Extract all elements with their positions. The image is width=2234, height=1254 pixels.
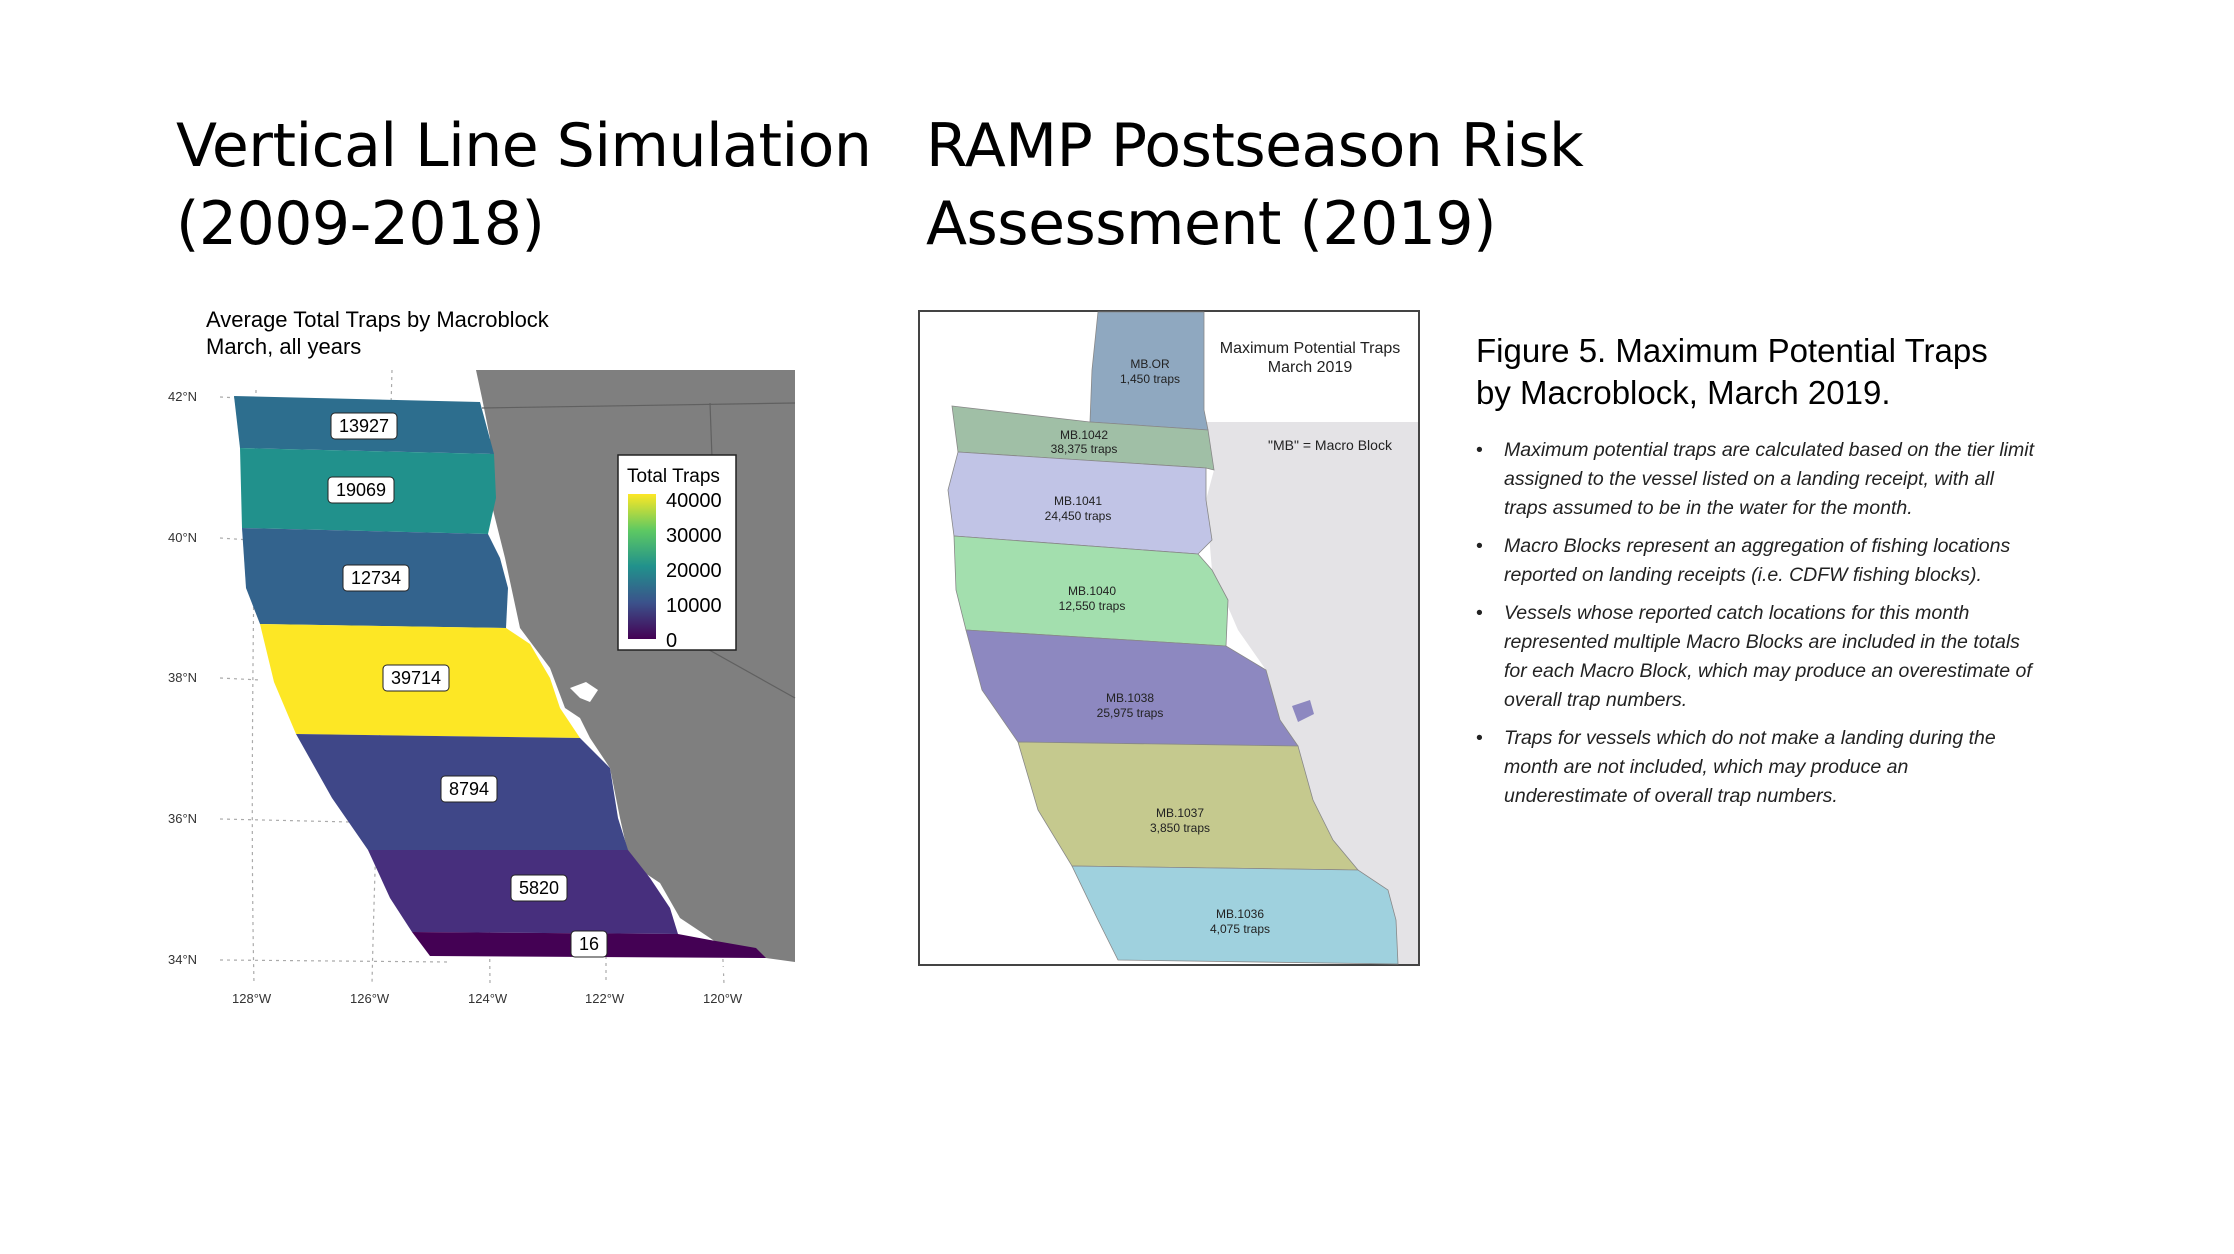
legend-tick-0: 0 xyxy=(666,630,677,652)
right-slide-title: RAMP Postseason Risk Assessment (2019) xyxy=(926,107,1584,263)
legend-tick-30000: 30000 xyxy=(666,525,722,547)
figure-caption: Figure 5. Maximum Potential Traps by Mac… xyxy=(1476,330,2036,820)
ramp-name-1038: MB.1038 xyxy=(1106,691,1154,705)
lat-label-38: 38°N xyxy=(168,670,197,685)
ramp-poly-1036 xyxy=(1071,865,1399,965)
caption-bullets: Maximum potential traps are calculated b… xyxy=(1476,436,2036,811)
legend-tick-20000: 20000 xyxy=(666,560,722,582)
left-slide-title: Vertical Line Simulation (2009-2018) xyxy=(176,107,872,263)
left-map-title: Average Total Traps by Macroblock xyxy=(206,307,550,332)
caption-title: Figure 5. Maximum Potential Traps by Mac… xyxy=(1476,330,2036,414)
legend-title: Total Traps xyxy=(627,466,720,487)
ramp-poly-1041 xyxy=(947,451,1213,555)
ramp-poly-or xyxy=(1089,311,1209,431)
ramp-traps-1041: 24,450 traps xyxy=(1045,509,1112,523)
axis-labels: 42°N 40°N 38°N 36°N 34°N 128°W 126°W 124… xyxy=(168,389,743,1006)
block-label-6: 5820 xyxy=(519,878,559,898)
lat-label-36: 36°N xyxy=(168,811,197,826)
ramp-name-1042: MB.1042 xyxy=(1060,428,1108,442)
block-label-3: 12734 xyxy=(351,568,401,588)
caption-title-line2: by Macroblock, March 2019. xyxy=(1476,374,1891,411)
average-traps-map: Average Total Traps by Macroblock March,… xyxy=(168,307,796,1006)
legend: Total Traps 40000 30000 20000 10000 0 xyxy=(617,454,737,652)
ramp-block-labels: MB.OR 1,450 traps MB.1042 38,375 traps M… xyxy=(1045,357,1270,936)
lon-label-122: 122°W xyxy=(585,991,625,1006)
caption-bullet-2: Macro Blocks represent an aggregation of… xyxy=(1476,532,2036,590)
ramp-traps-1037: 3,850 traps xyxy=(1150,821,1210,835)
legend-tick-10000: 10000 xyxy=(666,595,722,617)
lat-label-40: 40°N xyxy=(168,530,197,545)
ramp-name-1040: MB.1040 xyxy=(1068,584,1116,598)
right-title-line2: Assessment (2019) xyxy=(926,189,1497,259)
ramp-traps-1042: 38,375 traps xyxy=(1051,442,1118,456)
ramp-poly-1038 xyxy=(965,629,1299,747)
lon-label-120: 120°W xyxy=(703,991,743,1006)
mb-note: "MB" = Macro Block xyxy=(1268,437,1393,453)
ramp-traps-or: 1,450 traps xyxy=(1120,372,1180,386)
ramp-name-or: MB.OR xyxy=(1130,357,1170,371)
ramp-traps-1038: 25,975 traps xyxy=(1097,706,1164,720)
caption-bullet-3: Vessels whose reported catch locations f… xyxy=(1476,599,2036,715)
ramp-name-1036: MB.1036 xyxy=(1216,907,1264,921)
caption-bullet-1: Maximum potential traps are calculated b… xyxy=(1476,436,2036,523)
lat-label-34: 34°N xyxy=(168,952,197,967)
land-area-light xyxy=(1206,422,1418,964)
ramp-name-1037: MB.1037 xyxy=(1156,806,1204,820)
ramp-traps-1036: 4,075 traps xyxy=(1210,922,1270,936)
ramp-traps-1040: 12,550 traps xyxy=(1059,599,1126,613)
lon-label-124: 124°W xyxy=(468,991,508,1006)
block-label-5: 8794 xyxy=(449,779,489,799)
ramp-name-1041: MB.1041 xyxy=(1054,494,1102,508)
left-map-subtitle: March, all years xyxy=(206,334,361,359)
lat-label-42: 42°N xyxy=(168,389,197,404)
left-title-line1: Vertical Line Simulation xyxy=(176,111,872,181)
caption-bullet-4: Traps for vessels which do not make a la… xyxy=(1476,724,2036,811)
left-title-line2: (2009-2018) xyxy=(176,189,545,259)
block-label-2: 19069 xyxy=(336,480,386,500)
ramp-poly-1040 xyxy=(953,535,1229,647)
ramp-poly-1037 xyxy=(1017,741,1359,871)
block-labels: 13927 19069 12734 39714 8794 5820 16 xyxy=(327,412,608,958)
lon-label-126: 126°W xyxy=(350,991,390,1006)
macroblock-polygons-ramp xyxy=(947,311,1399,965)
block-label-7: 16 xyxy=(579,934,599,954)
bay-shape xyxy=(1292,700,1314,722)
ramp-map-title-line2: March 2019 xyxy=(1268,359,1353,376)
bay-shapes xyxy=(570,682,740,974)
caption-title-line1: Figure 5. Maximum Potential Traps xyxy=(1476,332,1988,369)
legend-tick-40000: 40000 xyxy=(666,490,722,512)
maximum-potential-traps-map: MB.OR 1,450 traps MB.1042 38,375 traps M… xyxy=(918,310,1420,966)
right-title-line1: RAMP Postseason Risk xyxy=(926,111,1584,181)
ramp-map-title-line1: Maximum Potential Traps xyxy=(1220,340,1401,357)
block-label-1: 13927 xyxy=(339,416,389,436)
block-label-4: 39714 xyxy=(391,668,441,688)
lon-label-128: 128°W xyxy=(232,991,272,1006)
